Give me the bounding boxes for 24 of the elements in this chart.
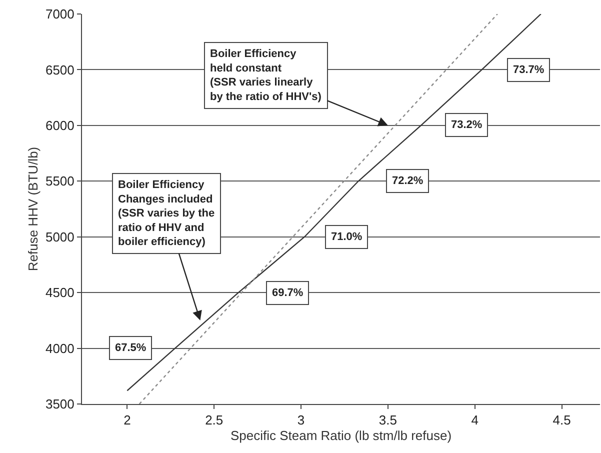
annotation: Boiler Efficiency Changes included (SSR varies by the ratio of HHV and boiler efficiency) <box>118 179 215 248</box>
annotation: 67.5% <box>115 342 146 354</box>
y-tick-label: 7000 <box>45 6 74 22</box>
annotation: 73.2% <box>451 119 482 131</box>
y-tick-label: 4500 <box>45 285 74 300</box>
x-tick-label: 3 <box>297 412 305 428</box>
x-tick-label: 4 <box>471 412 478 428</box>
y-tick-label: 5500 <box>45 174 74 189</box>
x-axis-title: Specific Steam Ratio (lb stm/lb refuse) <box>230 428 452 444</box>
x-tick-label: 3.5 <box>378 412 397 428</box>
annotation: 71.0% <box>331 231 362 243</box>
x-tick-label: 2 <box>124 412 131 428</box>
y-tick-label: 6500 <box>45 62 74 78</box>
y-tick-label: 5000 <box>45 229 74 244</box>
annotation: 72.2% <box>392 175 424 187</box>
y-tick-label: 3500 <box>45 396 74 412</box>
y-tick-label: 6000 <box>45 118 74 133</box>
x-tick-label: 4.5 <box>552 412 571 428</box>
y-axis-title: Refuse HHV (BTU/lb) <box>25 146 40 272</box>
y-tick-label: 4000 <box>45 340 74 356</box>
annotation: 69.7% <box>272 287 304 299</box>
annotation: 73.7% <box>513 64 544 76</box>
annotation: Boiler Efficiency held constant (SSR varies linearly by the ratio of HHV's) <box>210 48 322 103</box>
x-tick-label: 2.5 <box>205 412 224 428</box>
